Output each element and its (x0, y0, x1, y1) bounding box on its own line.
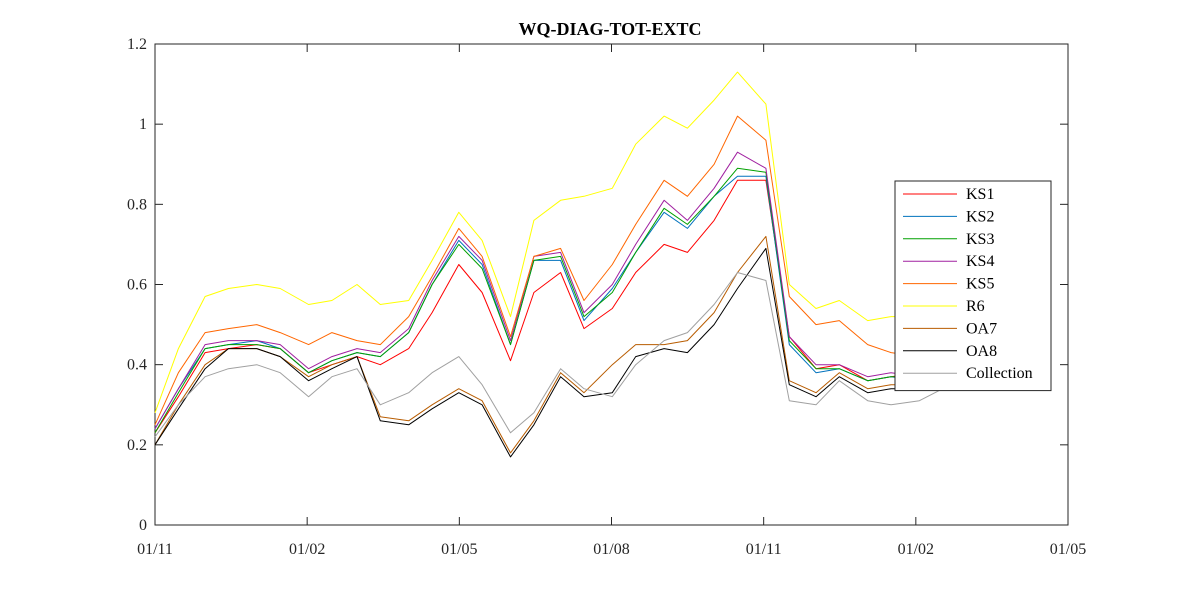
x-tick-label: 01/05 (441, 541, 477, 558)
legend-label: KS1 (966, 186, 994, 203)
legend-label: KS5 (966, 276, 994, 293)
x-tick-label: 01/02 (289, 541, 325, 558)
legend-label: R6 (966, 298, 985, 315)
x-tick-label: 01/11 (746, 541, 782, 558)
legend-label: OA7 (966, 320, 997, 337)
series-line-oa8 (154, 247, 943, 458)
series-line-ks4 (154, 151, 943, 430)
axes: 0 0.2 0.4 0.6 0.8 1 1.2 01/11 01/02 01/05 01/08 01/… (127, 36, 1086, 558)
chart-title: WQ-DIAG-TOT-EXTC (518, 19, 701, 39)
legend-label: KS3 (966, 231, 994, 248)
series-line-collection (154, 272, 944, 438)
series-lines (154, 71, 944, 458)
x-tick-label: 01/08 (593, 541, 629, 558)
series-line-ks2 (154, 175, 943, 430)
x-tick-label: 01/05 (1050, 541, 1086, 558)
series-line-ks5 (154, 115, 943, 426)
series-line-ks1 (154, 179, 943, 434)
y-tick-label: 0.6 (127, 277, 147, 294)
y-tick-label: 1.2 (127, 36, 147, 53)
legend-label: OA8 (966, 343, 997, 360)
legend-label: Collection (966, 365, 1033, 382)
series-line-ks3 (154, 167, 943, 434)
legend-label: KS4 (966, 253, 994, 270)
y-tick-label: 0 (139, 517, 147, 534)
series-line-oa7 (154, 235, 943, 454)
y-tick-label: 0.2 (127, 437, 147, 454)
x-tick-label: 01/02 (898, 541, 934, 558)
legend-label: KS2 (966, 208, 994, 225)
legend: KS1 KS2 KS3 KS4 KS5 R6 OA7 OA8 Collection (894, 180, 1052, 392)
y-tick-label: 0.8 (127, 196, 147, 213)
y-tick-label: 0.4 (127, 357, 147, 374)
x-tick-label: 01/11 (137, 541, 173, 558)
y-tick-label: 1 (139, 116, 147, 133)
series-line-r6 (154, 71, 943, 413)
